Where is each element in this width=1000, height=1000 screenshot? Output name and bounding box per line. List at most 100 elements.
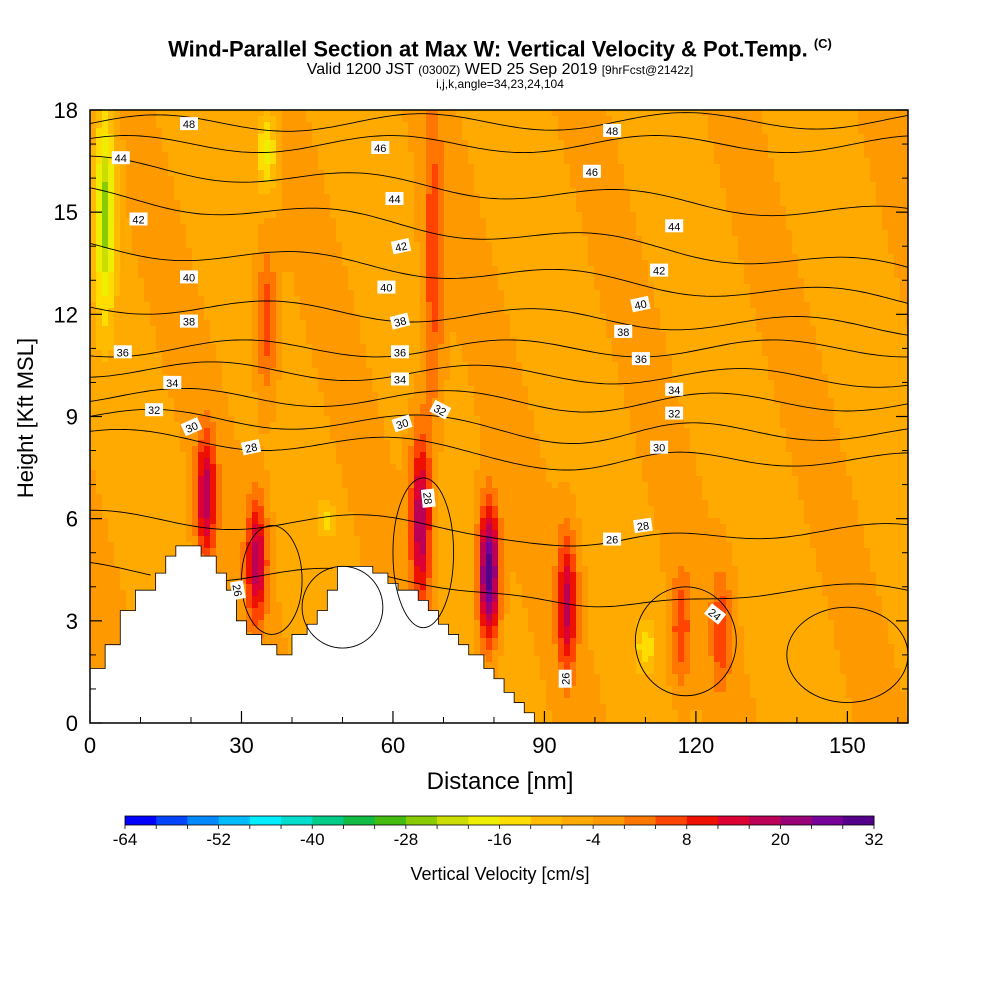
velocity-cell — [120, 242, 127, 249]
velocity-cell — [330, 128, 337, 135]
velocity-cell — [162, 242, 169, 249]
velocity-cell — [126, 464, 133, 471]
velocity-cell — [162, 206, 169, 213]
velocity-cell — [108, 128, 115, 135]
velocity-cell — [120, 212, 127, 219]
velocity-cell — [132, 536, 139, 543]
velocity-cell — [222, 446, 229, 453]
velocity-cell — [276, 452, 283, 459]
velocity-cell — [300, 332, 307, 339]
velocity-cell — [336, 218, 343, 225]
velocity-cell — [294, 428, 301, 435]
velocity-cell — [126, 242, 133, 249]
velocity-cell — [324, 512, 331, 519]
velocity-cell — [186, 524, 193, 531]
velocity-cell — [354, 416, 361, 423]
velocity-cell — [102, 224, 109, 231]
velocity-cell — [318, 296, 325, 303]
velocity-cell — [318, 542, 325, 549]
velocity-cell — [282, 278, 289, 285]
velocity-cell — [156, 512, 163, 519]
velocity-cell — [354, 380, 361, 387]
velocity-cell — [150, 320, 157, 327]
velocity-cell — [354, 290, 361, 297]
velocity-cell — [168, 500, 175, 507]
velocity-cell — [354, 284, 361, 291]
velocity-cell — [294, 536, 301, 543]
velocity-cell — [150, 152, 157, 159]
velocity-cell — [114, 542, 121, 549]
velocity-cell — [108, 350, 115, 357]
velocity-cell — [378, 296, 385, 303]
velocity-cell — [198, 254, 205, 261]
velocity-cell — [246, 458, 253, 465]
velocity-cell — [294, 524, 301, 531]
velocity-cell — [174, 536, 181, 543]
velocity-cell — [102, 452, 109, 459]
velocity-cell — [288, 146, 295, 153]
velocity-cell — [258, 110, 265, 117]
velocity-cell — [234, 290, 241, 297]
velocity-cell — [198, 140, 205, 147]
velocity-cell — [348, 302, 355, 309]
velocity-cell — [150, 500, 157, 507]
velocity-cell — [240, 554, 247, 561]
velocity-cell — [348, 356, 355, 363]
velocity-cell — [210, 284, 217, 291]
velocity-cell — [360, 476, 367, 483]
velocity-cell — [108, 458, 115, 465]
velocity-cell — [198, 464, 205, 471]
velocity-cell — [132, 542, 139, 549]
velocity-cell — [168, 278, 175, 285]
velocity-cell — [246, 194, 253, 201]
velocity-cell — [342, 410, 349, 417]
velocity-cell — [156, 536, 163, 543]
velocity-cell — [102, 260, 109, 267]
velocity-cell — [192, 410, 199, 417]
velocity-cell — [324, 260, 331, 267]
velocity-cell — [306, 572, 313, 579]
velocity-cell — [240, 116, 247, 123]
velocity-cell — [282, 422, 289, 429]
velocity-cell — [132, 344, 139, 351]
velocity-cell — [288, 638, 295, 645]
velocity-cell — [264, 386, 271, 393]
velocity-cell — [216, 440, 223, 447]
velocity-cell — [120, 518, 127, 525]
velocity-cell — [168, 518, 175, 525]
velocity-cell — [168, 128, 175, 135]
velocity-cell — [108, 260, 115, 267]
velocity-cell — [282, 428, 289, 435]
velocity-cell — [204, 182, 211, 189]
velocity-cell — [312, 554, 319, 561]
velocity-cell — [258, 482, 265, 489]
velocity-cell — [138, 416, 145, 423]
velocity-cell — [108, 608, 115, 615]
velocity-cell — [372, 194, 379, 201]
velocity-cell — [132, 122, 139, 129]
velocity-cell — [228, 176, 235, 183]
velocity-cell — [240, 212, 247, 219]
velocity-cell — [198, 422, 205, 429]
velocity-cell — [174, 458, 181, 465]
velocity-cell — [204, 272, 211, 279]
velocity-cell — [192, 248, 199, 255]
velocity-cell — [90, 494, 97, 501]
velocity-cell — [210, 524, 217, 531]
velocity-cell — [312, 614, 319, 621]
velocity-cell — [270, 134, 277, 141]
velocity-cell — [342, 470, 349, 477]
velocity-cell — [120, 254, 127, 261]
velocity-cell — [282, 164, 289, 171]
velocity-cell — [102, 350, 109, 357]
velocity-cell — [228, 512, 235, 519]
velocity-cell — [306, 584, 313, 591]
velocity-cell — [270, 158, 277, 165]
velocity-cell — [198, 266, 205, 273]
velocity-cell — [336, 548, 343, 555]
velocity-cell — [126, 188, 133, 195]
velocity-cell — [240, 362, 247, 369]
velocity-cell — [366, 440, 373, 447]
velocity-cell — [294, 332, 301, 339]
velocity-cell — [228, 212, 235, 219]
